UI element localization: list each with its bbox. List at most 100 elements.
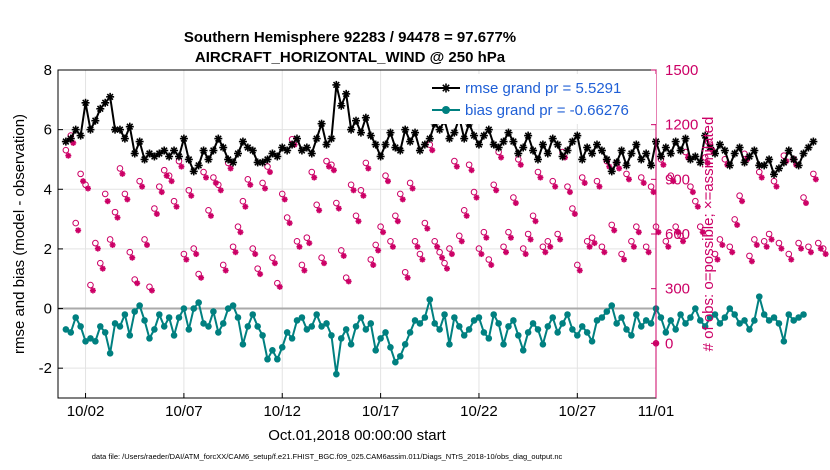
assimilated-obs-point xyxy=(675,229,682,236)
rmse-point xyxy=(642,149,651,158)
possible-obs-point xyxy=(524,230,532,238)
rmse-point xyxy=(681,134,690,143)
possible-obs-point xyxy=(539,243,547,251)
assimilated-obs-point xyxy=(384,178,391,185)
possible-obs-point xyxy=(96,259,104,267)
assimilated-obs-point xyxy=(99,265,106,272)
possible-obs-point xyxy=(598,243,606,251)
possible-obs-point xyxy=(278,190,286,198)
assimilated-obs-point xyxy=(581,179,588,186)
x-axis: 10/02 10/07 10/12 10/17 10/22 10/27 11/01 xyxy=(67,393,674,420)
bias-point xyxy=(406,329,414,336)
assimilated-obs-point xyxy=(537,174,544,181)
bias-point xyxy=(637,323,645,330)
possible-obs-point xyxy=(554,230,561,238)
possible-obs-point xyxy=(775,239,783,247)
bias-point xyxy=(254,323,261,330)
bias-point xyxy=(529,320,537,327)
left-tick-label: 2 xyxy=(44,241,52,258)
left-tick-label: -2 xyxy=(39,360,52,377)
assimilated-obs-point xyxy=(80,178,87,185)
possible-obs-point xyxy=(116,165,124,172)
bias-point xyxy=(790,317,797,324)
rmse-point xyxy=(342,89,351,98)
bias-point xyxy=(392,358,399,366)
bias-point xyxy=(647,320,655,327)
assimilated-obs-point xyxy=(753,241,760,248)
possible-obs-point xyxy=(318,254,325,261)
bias-point xyxy=(313,311,320,318)
rmse-point xyxy=(302,143,311,152)
series-bias xyxy=(62,293,807,378)
possible-obs-point xyxy=(810,170,817,178)
bias-point xyxy=(170,332,178,339)
possible-obs-point xyxy=(362,159,370,167)
legend-bias-marker xyxy=(442,106,450,114)
rmse-point xyxy=(711,149,720,158)
possible-obs-point xyxy=(293,237,301,245)
bias-point xyxy=(446,341,453,348)
rmse-point xyxy=(538,140,547,149)
possible-obs-point xyxy=(200,168,207,176)
assimilated-obs-point xyxy=(547,243,554,250)
possible-obs-point xyxy=(111,208,119,216)
possible-obs-point xyxy=(465,161,473,169)
assimilated-obs-point xyxy=(257,271,264,278)
assimilated-obs-point xyxy=(262,185,269,192)
rmse-point xyxy=(750,146,759,155)
possible-obs-point xyxy=(672,223,679,231)
possible-obs-point xyxy=(210,174,217,181)
bias-point xyxy=(677,311,684,318)
bias-point xyxy=(165,314,173,321)
rmse-point xyxy=(125,122,134,131)
bias-point xyxy=(264,355,271,363)
possible-obs-point xyxy=(392,212,399,220)
rmse-point xyxy=(804,143,813,152)
assimilated-obs-point xyxy=(822,251,829,258)
possible-obs-point xyxy=(637,174,645,181)
assimilated-obs-point xyxy=(325,163,332,170)
rmse-point xyxy=(543,149,552,158)
bias-point xyxy=(126,332,134,339)
possible-obs-point xyxy=(190,245,198,252)
rmse-point xyxy=(283,146,292,155)
possible-obs-point xyxy=(751,236,758,243)
rmse-point xyxy=(238,137,247,146)
assimilated-obs-point xyxy=(144,241,151,248)
assimilated-obs-point xyxy=(640,179,647,186)
assimilated-obs-point xyxy=(463,212,470,219)
bias-point xyxy=(387,344,394,351)
possible-obs-point xyxy=(101,190,109,198)
bias-point xyxy=(234,314,242,321)
rmse-point xyxy=(371,140,380,149)
bias-point xyxy=(505,323,512,330)
rmse-point xyxy=(401,125,410,134)
possible-obs-point xyxy=(185,186,193,194)
assimilated-obs-point xyxy=(350,187,357,194)
assimilated-obs-point xyxy=(404,274,411,281)
possible-obs-point xyxy=(436,248,443,256)
bias-point xyxy=(672,326,679,333)
bias-point xyxy=(160,323,168,330)
possible-obs-point xyxy=(760,237,768,245)
assimilated-obs-point xyxy=(355,218,362,225)
possible-obs-point xyxy=(313,201,320,209)
assimilated-obs-point xyxy=(448,251,455,258)
rmse-point xyxy=(174,152,183,161)
rmse-point xyxy=(607,167,616,176)
assimilated-obs-point xyxy=(704,159,711,166)
possible-obs-point xyxy=(357,186,365,194)
possible-obs-point xyxy=(455,232,463,240)
assimilated-obs-point xyxy=(242,203,249,210)
assimilated-obs-point xyxy=(434,243,441,250)
rmse-point xyxy=(460,134,469,143)
rmse-point xyxy=(445,134,454,143)
rmse-point xyxy=(529,146,538,155)
rmse-point xyxy=(224,155,233,164)
assimilated-obs-point xyxy=(483,234,490,241)
assimilated-obs-point xyxy=(394,218,401,225)
bias-point xyxy=(229,302,237,309)
bias-point xyxy=(618,314,625,321)
possible-obs-point xyxy=(687,183,694,190)
possible-obs-point xyxy=(736,192,743,200)
